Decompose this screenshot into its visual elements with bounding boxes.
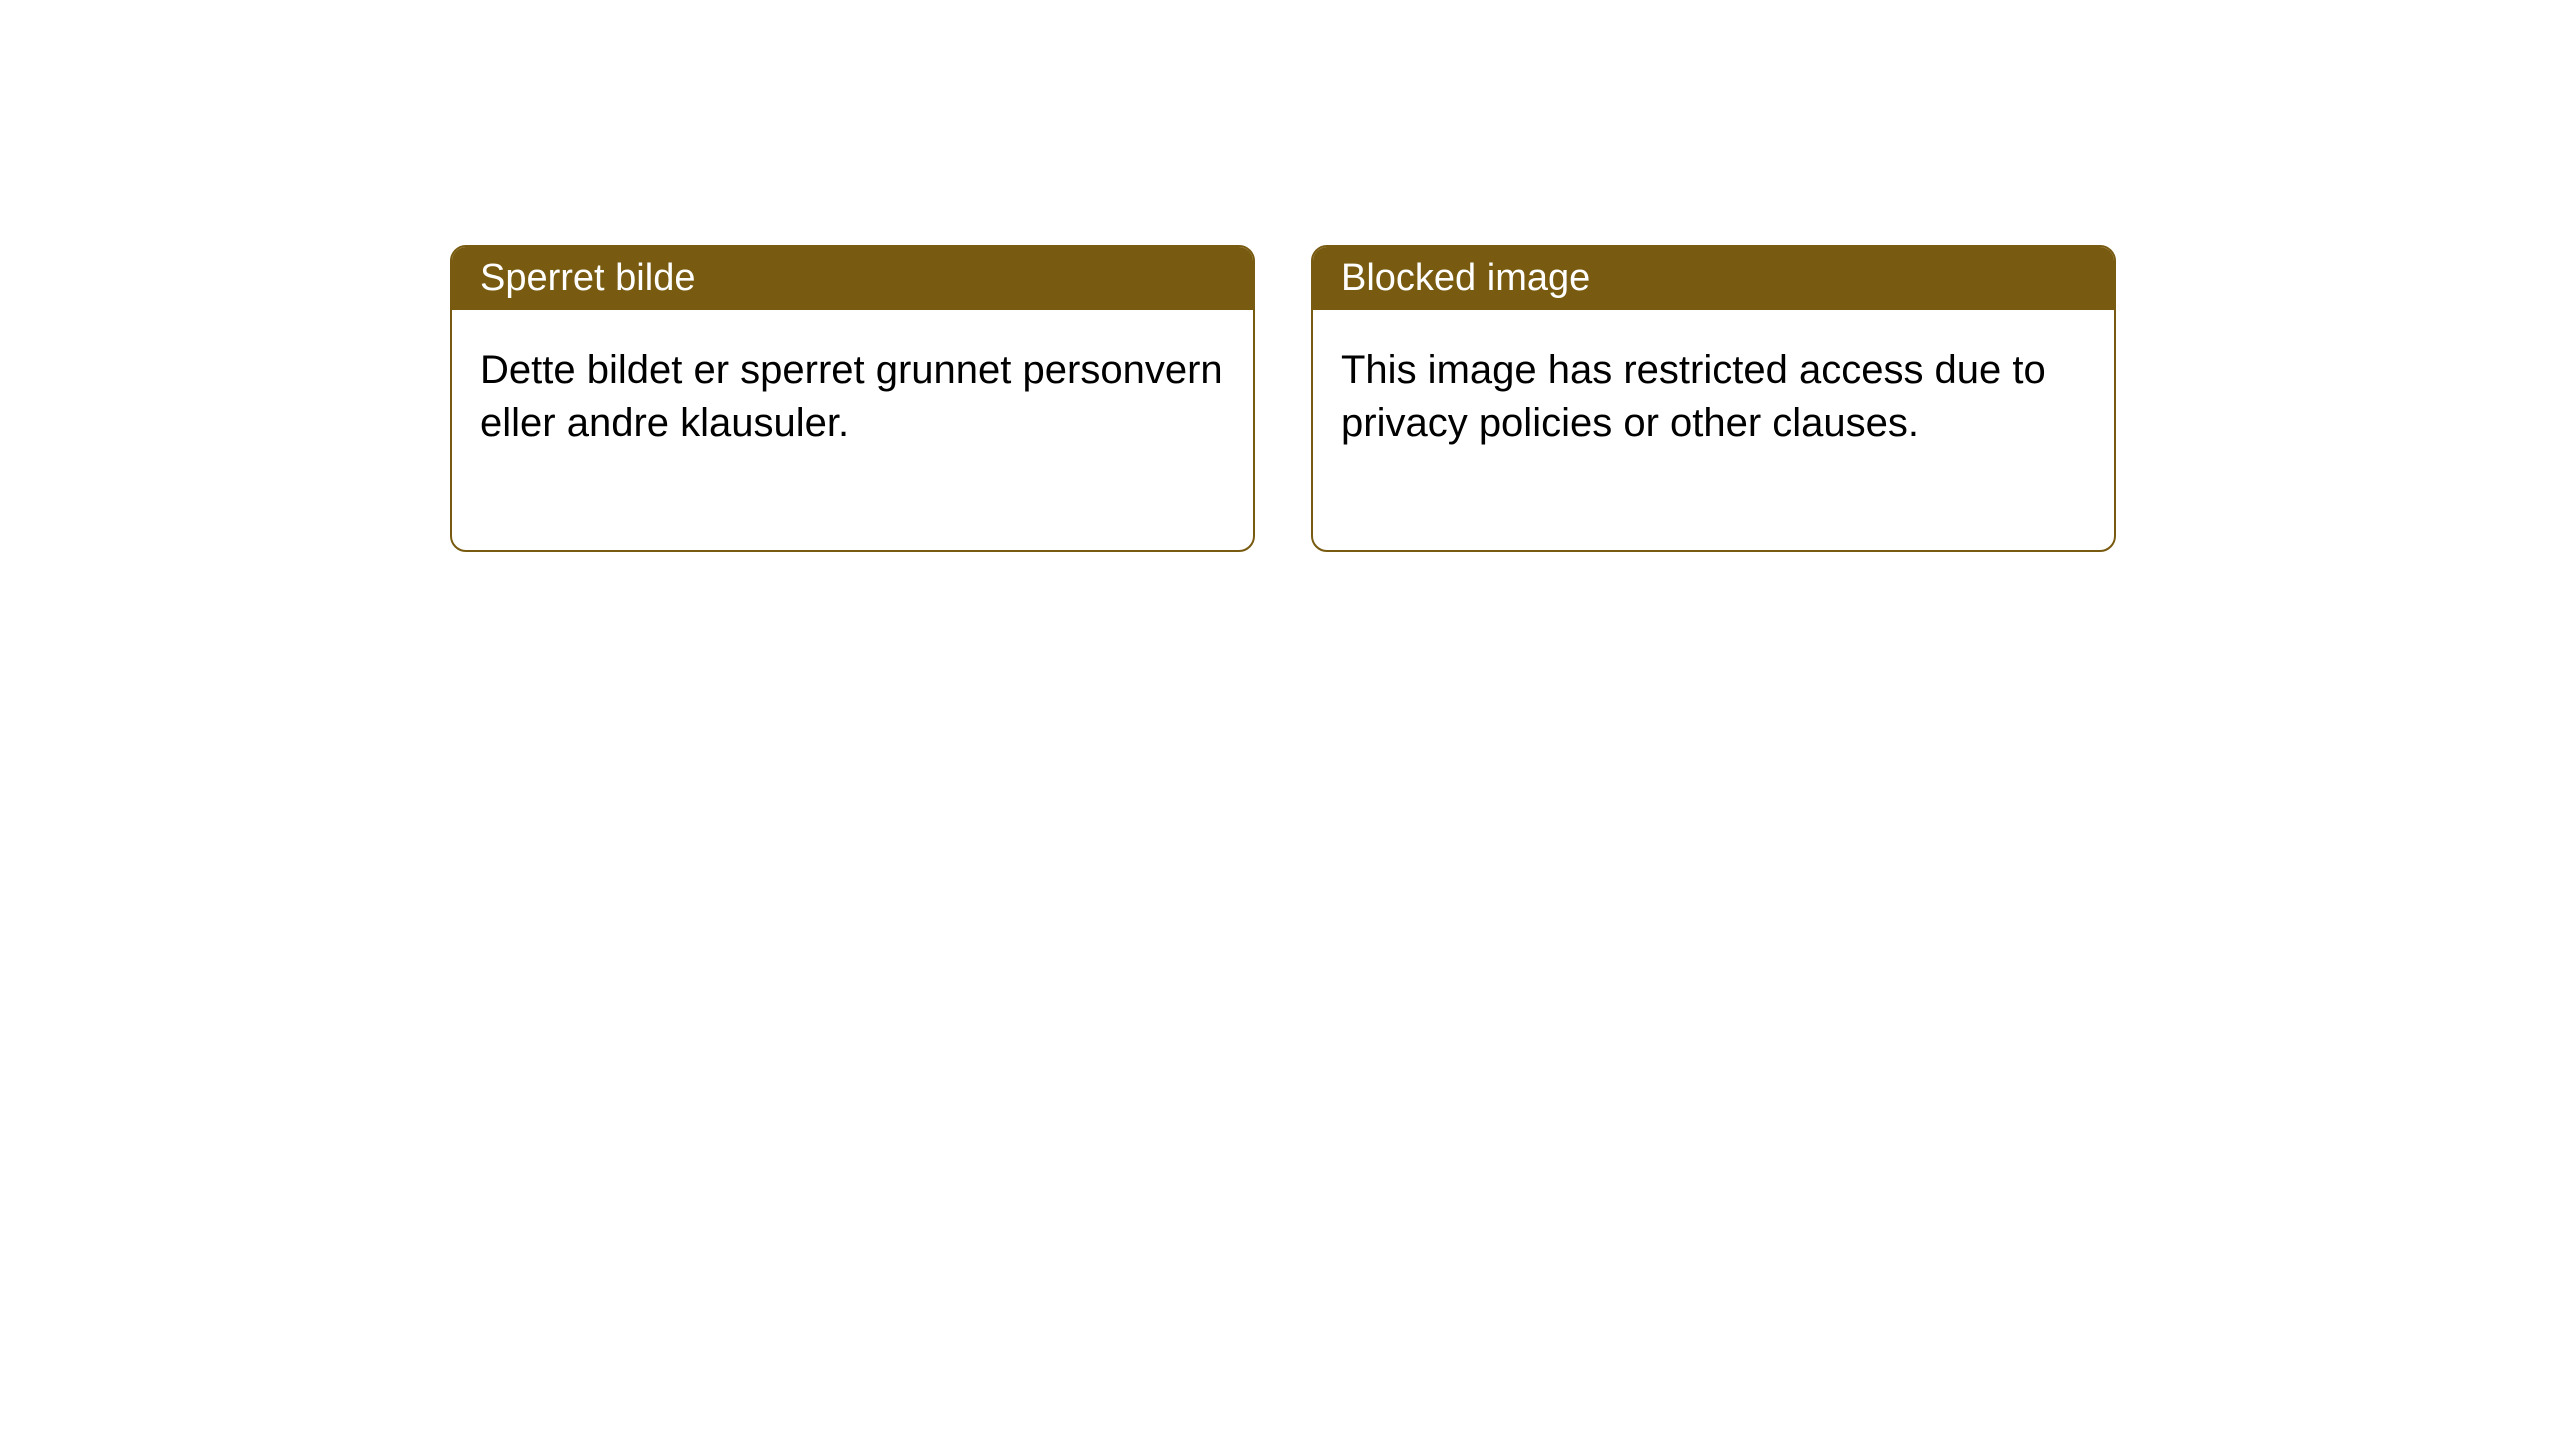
notice-title-norwegian: Sperret bilde (452, 247, 1253, 310)
notice-body-english: This image has restricted access due to … (1313, 310, 2114, 550)
notice-card-english: Blocked image This image has restricted … (1311, 245, 2116, 552)
notice-title-english: Blocked image (1313, 247, 2114, 310)
notice-body-norwegian: Dette bildet er sperret grunnet personve… (452, 310, 1253, 550)
notice-container: Sperret bilde Dette bildet er sperret gr… (0, 0, 2560, 552)
notice-card-norwegian: Sperret bilde Dette bildet er sperret gr… (450, 245, 1255, 552)
